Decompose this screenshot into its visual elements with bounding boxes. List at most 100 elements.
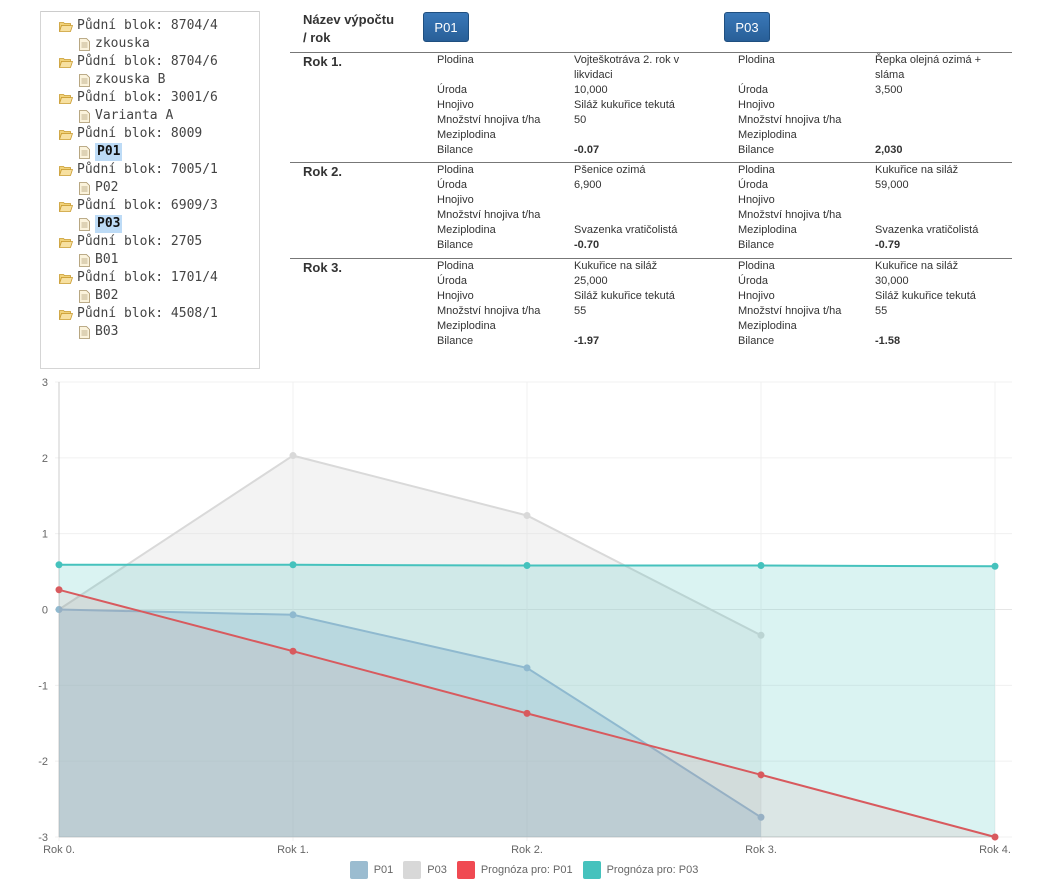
- field-label-meziplodina: Meziplodina: [738, 224, 797, 236]
- file-icon: [79, 181, 90, 195]
- plodina-value-line2: sláma: [875, 69, 905, 81]
- column-button-p03[interactable]: P03: [724, 12, 770, 42]
- tree-block-item[interactable]: Půdní blok: 7005/1: [59, 161, 218, 179]
- tree-leaf-item[interactable]: zkouska B: [79, 71, 165, 89]
- tree-block-item[interactable]: Půdní blok: 3001/6: [59, 89, 218, 107]
- plodina-value-line2: likvidaci: [574, 69, 613, 81]
- series-area: [59, 564, 995, 837]
- uroda-value: 30,000: [875, 275, 909, 287]
- tree-block-item[interactable]: Půdní blok: 1701/4: [59, 269, 218, 287]
- data-point: [289, 452, 297, 460]
- field-label-hnojivo: Hnojivo: [437, 99, 474, 111]
- row-divider: [290, 52, 1012, 53]
- field-label-mnozstvi: Množství hnojiva t/ha: [437, 305, 541, 317]
- x-tick-label: Rok 4.: [979, 844, 1011, 856]
- field-label-plodina: Plodina: [437, 54, 474, 66]
- tree-block-item[interactable]: Půdní blok: 8704/4: [59, 17, 218, 35]
- field-label-uroda: Úroda: [738, 275, 768, 287]
- legend-swatch: [582, 861, 601, 879]
- tree-leaf-item[interactable]: zkouska: [79, 35, 150, 53]
- year-label: Rok 3.: [303, 260, 343, 275]
- plodina-value: Kukuřice na siláž: [574, 260, 658, 272]
- tree-block-label: Půdní blok: 2705: [77, 234, 203, 249]
- data-point: [55, 586, 63, 594]
- bilance-value: 2,030: [875, 144, 903, 156]
- y-tick-label: 2: [42, 453, 48, 465]
- tree-block-item[interactable]: Půdní blok: 8009: [59, 125, 202, 143]
- field-label-bilance: Bilance: [437, 144, 474, 156]
- y-tick-label: 1: [42, 529, 48, 541]
- tree-leaf-item[interactable]: P01: [79, 143, 123, 161]
- field-label-bilance: Bilance: [738, 144, 775, 156]
- field-label-plodina: Plodina: [437, 164, 474, 176]
- data-point: [289, 611, 297, 619]
- tree-block-label: Půdní blok: 8009: [77, 126, 203, 141]
- chart-legend: P01 P03 Prognóza pro: P01 Prognóza pro: P03: [0, 861, 1048, 879]
- data-point: [991, 833, 999, 841]
- uroda-value: 6,900: [574, 179, 602, 191]
- y-tick-label: 3: [42, 377, 48, 389]
- tree-block-item[interactable]: Půdní blok: 6909/3: [59, 197, 218, 215]
- tree-panel: Půdní blok: 8704/4 zkouska Půdní blok: 870…: [40, 11, 260, 369]
- legend-item[interactable]: Prognóza pro: P01: [456, 861, 573, 879]
- tree-leaf-item[interactable]: B02: [79, 287, 118, 305]
- tree-leaf-label: B01: [95, 252, 119, 267]
- plodina-value: Vojteškotráva 2. rok v: [574, 54, 680, 66]
- hnojivo-value: Siláž kukuřice tekutá: [875, 290, 976, 302]
- bilance-value: -0.07: [574, 144, 600, 156]
- legend-item[interactable]: Prognóza pro: P03: [582, 861, 698, 879]
- data-point: [55, 561, 63, 569]
- field-label-plodina: Plodina: [738, 54, 775, 66]
- tree-block-item[interactable]: Půdní blok: 4508/1: [59, 305, 218, 323]
- folder-open-icon: [59, 21, 73, 32]
- legend-label: P01: [373, 864, 394, 876]
- tree-leaf-item[interactable]: B01: [79, 251, 118, 269]
- field-label-meziplodina: Meziplodina: [437, 129, 496, 141]
- year-label: Rok 1.: [303, 54, 343, 69]
- data-point: [523, 511, 531, 519]
- data-point: [757, 771, 765, 779]
- tree-block-item[interactable]: Půdní blok: 8704/6: [59, 53, 218, 71]
- tree-block-label: Půdní blok: 4508/1: [77, 306, 218, 321]
- folder-open-icon: [59, 165, 73, 176]
- field-label-plodina: Plodina: [437, 260, 474, 272]
- file-icon: [79, 325, 90, 339]
- field-label-uroda: Úroda: [437, 179, 467, 191]
- tree-leaf-label: zkouska: [95, 36, 150, 51]
- tree-block-label: Půdní blok: 8704/4: [77, 18, 218, 33]
- field-label-uroda: Úroda: [738, 179, 768, 191]
- data-point: [289, 647, 297, 655]
- field-label-meziplodina: Meziplodina: [738, 129, 797, 141]
- comparison-table: Název výpočtu / rok P01 P03 Rok 1. Plodin…: [290, 0, 1012, 360]
- data-point: [523, 709, 531, 717]
- uroda-value: 59,000: [875, 179, 909, 191]
- y-tick-label: -2: [38, 756, 48, 768]
- row-divider: [290, 258, 1012, 259]
- mnozstvi-value: 55: [875, 305, 888, 317]
- tree-block-label: Půdní blok: 3001/6: [77, 90, 218, 105]
- tree-leaf-item[interactable]: P02: [79, 179, 118, 197]
- field-label-hnojivo: Hnojivo: [437, 290, 474, 302]
- plodina-value: Pšenice ozimá: [574, 164, 646, 176]
- tree-leaf-label: Varianta A: [95, 108, 174, 123]
- plodina-value: Kukuřice na siláž: [875, 164, 959, 176]
- tree-leaf-label: P03: [95, 215, 123, 233]
- column-button-p01[interactable]: P01: [423, 12, 469, 42]
- data-point: [289, 561, 297, 569]
- meziplodina-value: Svazenka vratičolistá: [875, 224, 979, 236]
- legend-item[interactable]: P01: [349, 861, 394, 879]
- x-tick-label: Rok 0.: [43, 844, 75, 856]
- meziplodina-value: Svazenka vratičolistá: [574, 224, 678, 236]
- header-title-line1: Název výpočtu: [303, 12, 395, 27]
- tree-leaf-item[interactable]: P03: [79, 215, 123, 233]
- tree-leaf-item[interactable]: B03: [79, 323, 118, 341]
- year-label: Rok 2.: [303, 164, 343, 179]
- legend-item[interactable]: P03: [403, 861, 447, 879]
- file-icon: [79, 145, 90, 159]
- field-label-mnozstvi: Množství hnojiva t/ha: [738, 114, 842, 126]
- tree-leaf-item[interactable]: Varianta A: [79, 107, 173, 125]
- field-label-plodina: Plodina: [738, 164, 775, 176]
- y-tick-label: -1: [38, 680, 48, 692]
- tree-block-item[interactable]: Půdní blok: 2705: [59, 233, 202, 251]
